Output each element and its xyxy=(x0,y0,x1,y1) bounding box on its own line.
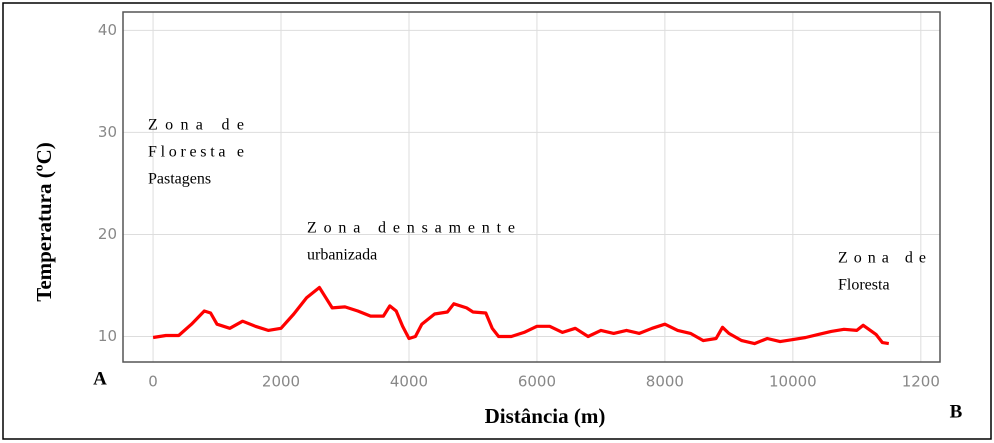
x-tick-label: 0 xyxy=(148,373,158,391)
annotation: urbanizada xyxy=(307,247,377,264)
data-line xyxy=(152,285,890,346)
plot-frame xyxy=(122,11,941,363)
y-axis-title: Temperatura (ºC) xyxy=(32,142,56,302)
annotation: Zona de xyxy=(148,117,244,134)
x-tick-label: 6000 xyxy=(518,373,556,391)
x-tick-label: 2000 xyxy=(262,373,300,391)
x-tick-label: 10000 xyxy=(769,373,817,391)
annotation: Pastagens xyxy=(148,171,211,188)
x-tick-label: 1200 xyxy=(902,373,940,391)
annotation: Floresta e xyxy=(148,144,244,161)
x-axis-title: Distância (m) xyxy=(485,404,606,428)
start-label: A xyxy=(93,368,107,389)
y-tick-label: 30 xyxy=(98,123,117,141)
annotation: Zona densamente xyxy=(307,220,515,237)
y-tick-label: 10 xyxy=(98,327,117,345)
y-tick-label: 20 xyxy=(98,225,117,243)
x-tick-label: 8000 xyxy=(646,373,684,391)
x-tick-label: 4000 xyxy=(390,373,428,391)
annotation: Zona de xyxy=(838,250,926,267)
y-tick-label: 40 xyxy=(98,21,117,39)
end-label: B xyxy=(950,401,963,422)
annotation: Floresta xyxy=(838,277,890,294)
